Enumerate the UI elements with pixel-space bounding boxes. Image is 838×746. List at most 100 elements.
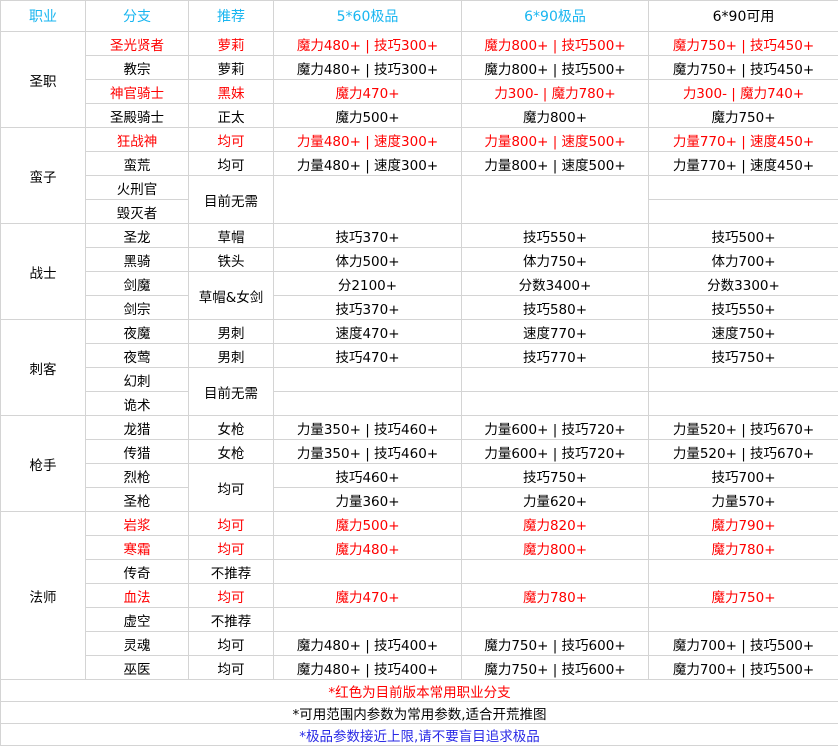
stat-requirement: 力量570+ <box>649 488 838 512</box>
footnote: *可用范围内参数为常用参数,适合开荒推图 <box>1 702 838 724</box>
stat-requirement: 魔力790+ <box>649 512 838 536</box>
branch-name: 圣龙 <box>86 224 189 248</box>
recommendation: 均可 <box>189 656 274 680</box>
table-row: 枪手龙猎女枪力量350+ | 技巧460+力量600+ | 技巧720+力量52… <box>1 416 838 440</box>
table-row: 巫医均可魔力480+ | 技巧400+魔力750+ | 技巧600+魔力700+… <box>1 656 838 680</box>
stat-requirement <box>274 608 462 632</box>
branch-name: 幻刺 <box>86 368 189 392</box>
column-header: 6*90极品 <box>462 1 649 32</box>
stat-requirement <box>649 368 838 392</box>
stat-requirement: 技巧550+ <box>649 296 838 320</box>
table-row: 寒霜均可魔力480+魔力800+魔力780+ <box>1 536 838 560</box>
stat-requirement <box>649 560 838 584</box>
stat-requirement: 速度770+ <box>462 320 649 344</box>
stat-requirement: 魔力750+ <box>649 584 838 608</box>
class-name: 法师 <box>1 512 86 680</box>
table-row: 夜莺男刺技巧470+技巧770+技巧750+ <box>1 344 838 368</box>
column-header: 分支 <box>86 1 189 32</box>
stat-requirement: 力量800+ | 速度500+ <box>462 152 649 176</box>
stat-requirement: 技巧550+ <box>462 224 649 248</box>
branch-name: 蛮荒 <box>86 152 189 176</box>
branch-name: 夜莺 <box>86 344 189 368</box>
recommendation: 目前无需 <box>189 368 274 416</box>
table-row: 蛮子狂战神均可力量480+ | 速度300+力量800+ | 速度500+力量7… <box>1 128 838 152</box>
class-name: 刺客 <box>1 320 86 416</box>
stat-requirement: 魔力820+ <box>462 512 649 536</box>
stat-requirement <box>462 392 649 416</box>
column-header: 6*90可用 <box>649 1 838 32</box>
table-row: 虚空不推荐 <box>1 608 838 632</box>
stat-requirement: 魔力500+ <box>274 512 462 536</box>
stat-requirement: 魔力780+ <box>649 536 838 560</box>
branch-name: 圣光贤者 <box>86 32 189 56</box>
table-row: 烈枪均可技巧460+技巧750+技巧700+ <box>1 464 838 488</box>
branch-name: 毁灭者 <box>86 200 189 224</box>
class-name: 圣职 <box>1 32 86 128</box>
table-row: 法师岩浆均可魔力500+魔力820+魔力790+ <box>1 512 838 536</box>
stat-requirement: 速度470+ <box>274 320 462 344</box>
stat-requirement: 分2100+ <box>274 272 462 296</box>
stat-requirement: 力量620+ <box>462 488 649 512</box>
stat-requirement: 力量770+ | 速度450+ <box>649 128 838 152</box>
table-row: 神官骑士黑妹魔力470+力300- | 魔力780+力300- | 魔力740+ <box>1 80 838 104</box>
class-name: 战士 <box>1 224 86 320</box>
branch-name: 传奇 <box>86 560 189 584</box>
stat-requirement <box>649 176 838 200</box>
branch-name: 剑魔 <box>86 272 189 296</box>
branch-name: 寒霜 <box>86 536 189 560</box>
stat-requirement: 魔力470+ <box>274 584 462 608</box>
stat-requirement: 力量520+ | 技巧670+ <box>649 416 838 440</box>
stat-requirement: 力量360+ <box>274 488 462 512</box>
table-row: 传猎女枪力量350+ | 技巧460+力量600+ | 技巧720+力量520+… <box>1 440 838 464</box>
stat-requirement: 技巧700+ <box>649 464 838 488</box>
branch-name: 狂战神 <box>86 128 189 152</box>
stat-requirement: 力量600+ | 技巧720+ <box>462 440 649 464</box>
recommendation: 女枪 <box>189 416 274 440</box>
recommendation: 不推荐 <box>189 560 274 584</box>
recommendation: 均可 <box>189 512 274 536</box>
stat-requirement <box>649 200 838 224</box>
recommendation: 目前无需 <box>189 176 274 224</box>
stat-requirement <box>462 608 649 632</box>
stat-requirement: 力300- | 魔力780+ <box>462 80 649 104</box>
stat-requirement <box>649 392 838 416</box>
stat-requirement <box>274 176 462 224</box>
stat-requirement: 技巧470+ <box>274 344 462 368</box>
branch-name: 灵魂 <box>86 632 189 656</box>
stat-requirement <box>462 176 649 224</box>
table-row: 诡术 <box>1 392 838 416</box>
branch-name: 巫医 <box>86 656 189 680</box>
footnote-row: *极品参数接近上限,请不要盲目追求极品 <box>1 724 838 746</box>
stat-requirement: 分数3300+ <box>649 272 838 296</box>
stat-requirement: 力300- | 魔力740+ <box>649 80 838 104</box>
stat-requirement: 技巧750+ <box>649 344 838 368</box>
branch-name: 火刑官 <box>86 176 189 200</box>
branch-name: 圣枪 <box>86 488 189 512</box>
stat-requirement: 魔力480+ <box>274 536 462 560</box>
stat-requirement: 魔力800+ <box>462 104 649 128</box>
branch-name: 虚空 <box>86 608 189 632</box>
stat-requirement: 力量350+ | 技巧460+ <box>274 440 462 464</box>
stat-requirement: 魔力480+ | 技巧300+ <box>274 56 462 80</box>
stat-requirement: 技巧750+ <box>462 464 649 488</box>
branch-name: 诡术 <box>86 392 189 416</box>
table-row: 灵魂均可魔力480+ | 技巧400+魔力750+ | 技巧600+魔力700+… <box>1 632 838 656</box>
branch-name: 血法 <box>86 584 189 608</box>
footnote: *极品参数接近上限,请不要盲目追求极品 <box>1 724 838 746</box>
stat-requirement: 体力750+ <box>462 248 649 272</box>
stat-requirement: 魔力800+ | 技巧500+ <box>462 32 649 56</box>
table-row: 传奇不推荐 <box>1 560 838 584</box>
stat-requirement: 力量480+ | 速度300+ <box>274 152 462 176</box>
stat-requirement: 力量600+ | 技巧720+ <box>462 416 649 440</box>
stat-requirement <box>274 560 462 584</box>
recommendation: 草帽&女剑 <box>189 272 274 320</box>
table-row: 蛮荒均可力量480+ | 速度300+力量800+ | 速度500+力量770+… <box>1 152 838 176</box>
branch-name: 龙猎 <box>86 416 189 440</box>
branch-name: 神官骑士 <box>86 80 189 104</box>
recommendation: 不推荐 <box>189 608 274 632</box>
stat-requirement: 魔力780+ <box>462 584 649 608</box>
stat-requirement: 魔力700+ | 技巧500+ <box>649 656 838 680</box>
recommendation: 男刺 <box>189 344 274 368</box>
stat-requirement: 魔力800+ <box>462 536 649 560</box>
